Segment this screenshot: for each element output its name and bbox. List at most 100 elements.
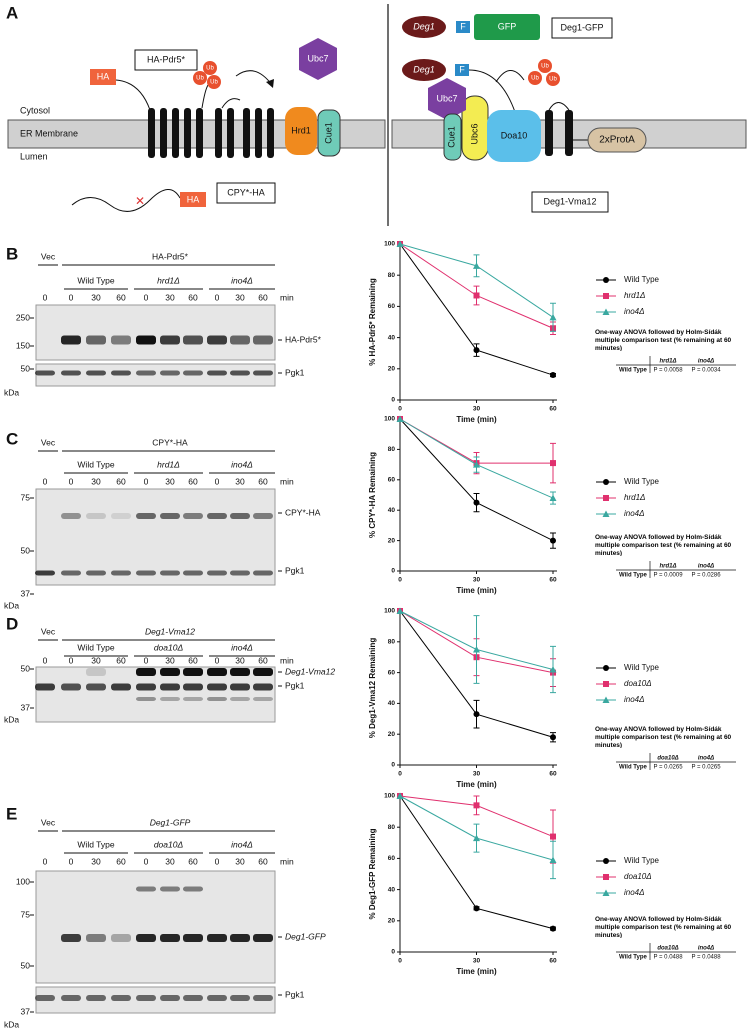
point bbox=[473, 905, 480, 912]
legend-label: doa10Δ bbox=[624, 679, 652, 688]
y-tick-label: 100 bbox=[384, 416, 395, 423]
table-header: hrd1Δ bbox=[659, 359, 676, 365]
band bbox=[253, 335, 273, 345]
ubc7-label: Ubc7 bbox=[436, 93, 457, 103]
time-label: 30 bbox=[235, 476, 245, 486]
label-box bbox=[531, 191, 609, 213]
vec-label: Vec bbox=[41, 437, 56, 447]
time-label: 30 bbox=[235, 655, 245, 665]
legend-label: ino4Δ bbox=[624, 307, 645, 316]
band bbox=[35, 370, 55, 376]
point bbox=[603, 293, 609, 299]
y-tick-label: 20 bbox=[388, 366, 396, 373]
band bbox=[136, 513, 156, 519]
construct-label: CPY*-HA bbox=[152, 437, 188, 447]
band bbox=[253, 995, 273, 1001]
band bbox=[230, 995, 250, 1001]
time-label: 0 bbox=[43, 856, 48, 866]
point bbox=[473, 262, 480, 269]
x-axis-label: Time (min) bbox=[456, 967, 497, 976]
chart: 0 20 40 60 80 100 0 30 60 Time (min) % Deg1-Vma12 … bbox=[368, 607, 736, 789]
ub bbox=[193, 71, 207, 85]
band bbox=[230, 570, 250, 576]
table-header: hrd1Δ bbox=[659, 564, 676, 570]
band-label: CPY*-HA bbox=[285, 507, 321, 517]
y-tick-label: 0 bbox=[391, 949, 395, 956]
band bbox=[136, 683, 156, 691]
band bbox=[61, 335, 81, 345]
time-label: 60 bbox=[116, 476, 126, 486]
x-tick-label: 0 bbox=[398, 771, 402, 778]
table-header: ino4Δ bbox=[698, 359, 714, 365]
size-marker: 37 bbox=[21, 702, 31, 712]
point bbox=[473, 499, 480, 506]
band bbox=[230, 697, 250, 701]
band bbox=[136, 370, 156, 376]
p-value: P = 0.0265 bbox=[653, 765, 683, 771]
band bbox=[207, 370, 227, 376]
size-marker: 50 bbox=[21, 663, 31, 673]
panel: B Vec HA-Pdr5* Wild Type hrd1Δ ino4Δ 0 0 30 60 0 30… bbox=[4, 244, 322, 397]
time-label: 30 bbox=[91, 476, 101, 486]
band bbox=[111, 513, 131, 519]
x-tick-label: 30 bbox=[473, 771, 481, 778]
ha-tag bbox=[180, 192, 206, 207]
panel-label: B bbox=[6, 244, 18, 263]
band bbox=[160, 995, 180, 1001]
time-label: 0 bbox=[69, 476, 74, 486]
time-label: 30 bbox=[165, 292, 175, 302]
arrow bbox=[495, 70, 525, 83]
band bbox=[207, 668, 227, 676]
legend-label: hrd1Δ bbox=[624, 291, 645, 300]
p-value: P = 0.0488 bbox=[653, 955, 683, 961]
legend-label: Wild Type bbox=[624, 477, 660, 486]
group-label: Wild Type bbox=[77, 275, 114, 285]
kda-label: kDa bbox=[4, 387, 19, 397]
point bbox=[473, 461, 480, 468]
size-marker: 250 bbox=[16, 312, 30, 322]
x-tick-label: 60 bbox=[549, 577, 557, 584]
band bbox=[61, 683, 81, 691]
arrow-head bbox=[266, 79, 274, 88]
point bbox=[396, 415, 404, 422]
band bbox=[86, 513, 106, 519]
band-label: HA-Pdr5* bbox=[285, 334, 322, 344]
band bbox=[253, 513, 273, 519]
time-label: 60 bbox=[258, 856, 268, 866]
point bbox=[603, 681, 609, 687]
y-tick-label: 40 bbox=[388, 507, 396, 514]
y-tick-label: 80 bbox=[388, 272, 396, 279]
point bbox=[473, 646, 480, 653]
point bbox=[550, 734, 556, 741]
time-label: 60 bbox=[116, 856, 126, 866]
panel-label: A bbox=[6, 3, 18, 22]
size-marker: 37 bbox=[21, 588, 31, 598]
time-label: 0 bbox=[43, 292, 48, 302]
legend-label: ino4Δ bbox=[624, 509, 645, 518]
band bbox=[253, 683, 273, 691]
construct-label: Deg1-GFP bbox=[150, 817, 191, 827]
y-tick-label: 40 bbox=[388, 334, 396, 341]
mark-x: ✕ bbox=[135, 194, 145, 208]
group-label: doa10Δ bbox=[154, 839, 184, 849]
band bbox=[230, 513, 250, 519]
point bbox=[550, 372, 556, 379]
cpy-chain bbox=[71, 189, 181, 212]
chart: 0 20 40 60 80 100 0 30 60 Time (min) % Deg1-GFP Re… bbox=[368, 792, 736, 976]
blot bbox=[35, 363, 276, 387]
hrd1 bbox=[285, 107, 317, 155]
stats-title: One-way ANOVA followed by Holm-Šídák mul… bbox=[595, 916, 731, 938]
point bbox=[603, 495, 609, 501]
stats-title: One-way ANOVA followed by Holm-Šídák mul… bbox=[595, 534, 731, 556]
y-tick-label: 60 bbox=[388, 303, 396, 310]
y-tick-label: 60 bbox=[388, 477, 396, 484]
x-tick-label: 60 bbox=[549, 771, 557, 778]
time-label: 30 bbox=[165, 655, 175, 665]
time-label: 0 bbox=[69, 655, 74, 665]
flag bbox=[455, 64, 469, 76]
point bbox=[473, 347, 480, 354]
size-marker: 75 bbox=[21, 492, 31, 502]
panel-label: D bbox=[6, 614, 18, 633]
ha-label: HA bbox=[187, 194, 200, 204]
band bbox=[86, 370, 106, 376]
